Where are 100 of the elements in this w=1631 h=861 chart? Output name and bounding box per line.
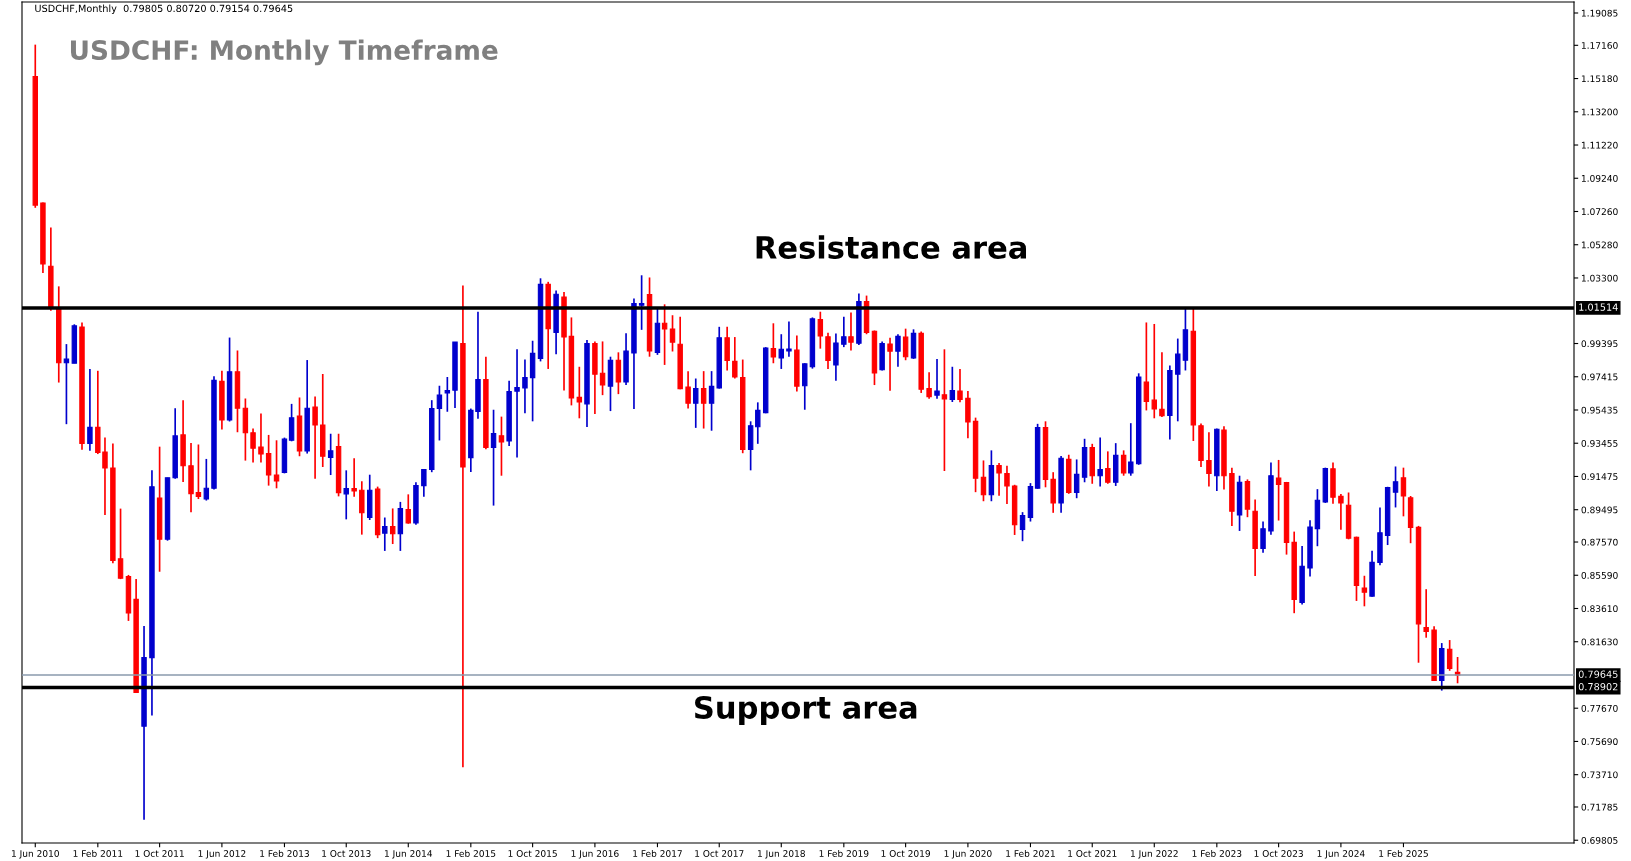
candlestick: [996, 462, 1002, 497]
y-tick-label: 0.91475: [1581, 473, 1618, 481]
candlestick: [965, 390, 971, 440]
candlestick: [1400, 466, 1407, 518]
y-tick-label: 0.71785: [1581, 803, 1618, 811]
candlestick: [288, 403, 295, 443]
candlestick: [273, 439, 280, 490]
candlestick: [949, 365, 956, 403]
candlestick: [1423, 588, 1429, 639]
candlestick: [498, 415, 505, 477]
candlestick: [833, 332, 839, 382]
y-tick-label: 0.99395: [1581, 340, 1618, 348]
candlestick: [312, 395, 318, 480]
candlestick: [87, 368, 93, 452]
candlestick: [848, 311, 854, 352]
x-tick-label: 1 Feb 2011: [73, 849, 123, 857]
candlestick: [576, 365, 583, 420]
candlestick: [490, 408, 497, 507]
candlestick: [941, 348, 948, 472]
candlestick: [1392, 465, 1399, 509]
candlestick: [1097, 436, 1103, 488]
candlestick: [382, 516, 388, 552]
candlestick: [786, 320, 792, 358]
x-tick-label: 1 Jun 2010: [11, 850, 59, 859]
candlestick: [747, 420, 754, 472]
x-tick-label: 1 Oct 2023: [1254, 850, 1303, 857]
candlestick: [957, 368, 963, 404]
candlestick: [1073, 458, 1080, 500]
y-tick-label: 1.19085: [1581, 9, 1618, 17]
candlestick: [599, 340, 606, 396]
x-tick-label: 1 Feb 2023: [1192, 849, 1242, 857]
candlestick: [265, 434, 272, 487]
candlestick: [436, 384, 443, 442]
candlestick: [770, 322, 777, 365]
candlestick: [902, 327, 909, 362]
candlestick: [1159, 351, 1165, 418]
x-tick-label: 1 Jun 2012: [198, 850, 246, 859]
candlestick: [708, 370, 715, 432]
candlestick: [117, 507, 124, 580]
candlestick: [63, 343, 70, 426]
x-tick-label: 1 Oct 2011: [135, 850, 184, 857]
candlestick: [1446, 639, 1453, 672]
candlestick: [887, 336, 893, 392]
candlestick: [195, 443, 202, 500]
x-tick-label: 1 Feb 2017: [633, 849, 682, 857]
candlestick: [669, 314, 676, 353]
y-tick-label: 1.15180: [1581, 75, 1618, 83]
candlestick: [327, 432, 334, 476]
x-tick-label: 1 Oct 2019: [881, 850, 931, 857]
candlestick: [700, 370, 707, 430]
candlestick: [405, 493, 412, 525]
x-tick-label: 1 Jun 2022: [1130, 850, 1178, 859]
x-tick-label: 1 Oct 2021: [1068, 850, 1117, 857]
y-tick-label: 1.13200: [1581, 108, 1618, 116]
y-tick-label: 0.77670: [1581, 704, 1618, 712]
x-tick-label: 1 Oct 2015: [508, 850, 557, 857]
annotation: USDCHF,Monthly 0.79805 0.80720 0.79154 0.79645: [35, 4, 293, 14]
x-tick-label: 1 Feb 2021: [1006, 849, 1055, 857]
candlestick: [1105, 450, 1111, 485]
candlestick: [685, 370, 691, 410]
y-tick-label: 0.97415: [1581, 373, 1618, 381]
y-tick-label: 0.85590: [1581, 571, 1618, 579]
candlestick: [1361, 574, 1368, 608]
x-tick-label: 1 Jun 2018: [757, 850, 805, 859]
y-tick-label: 0.93455: [1581, 439, 1618, 447]
candlestick: [778, 333, 785, 370]
candlestick: [1143, 321, 1150, 412]
x-tick-label: 1 Jun 2016: [571, 850, 619, 859]
y-tick-label: 1.09240: [1581, 174, 1618, 182]
candlestick: [1004, 464, 1010, 505]
candlestick: [250, 427, 256, 464]
x-tick-label: 1 Oct 2017: [695, 850, 744, 857]
candlestick: [980, 459, 987, 503]
candlestick: [343, 469, 349, 521]
y-tick-label: 1.17160: [1581, 42, 1618, 49]
candlestick: [1338, 493, 1344, 531]
candlestick: [421, 468, 427, 498]
candlestick: [615, 351, 622, 395]
x-tick-label: 1 Feb 2013: [260, 849, 309, 857]
x-tick-label: 1 Jun 2014: [384, 850, 433, 859]
candlestick: [661, 303, 668, 366]
candlestick: [1120, 449, 1127, 477]
x-tick-label: 1 Jun 2024: [1317, 850, 1365, 859]
candlestick: [522, 358, 528, 415]
annotation: Support area: [695, 695, 917, 725]
y-tick-label: 0.69805: [1581, 836, 1618, 844]
candlestick: [389, 507, 396, 545]
ref-line-label: 0.79645: [1578, 670, 1618, 678]
annotation: Resistance area: [756, 235, 1027, 259]
x-tick-label: 1 Jun 2020: [944, 850, 992, 859]
candlestick: [732, 336, 738, 380]
candlestick: [1019, 511, 1026, 543]
candlestick: [1050, 471, 1056, 514]
ref-line-label: 1.01514: [1579, 303, 1618, 311]
candlestick: [1260, 520, 1266, 554]
candlestick: [351, 457, 357, 498]
candlestick: [755, 401, 761, 445]
y-tick-label: 0.89495: [1581, 506, 1618, 514]
y-tick-label: 0.75690: [1581, 738, 1618, 745]
candlestick: [895, 333, 901, 368]
